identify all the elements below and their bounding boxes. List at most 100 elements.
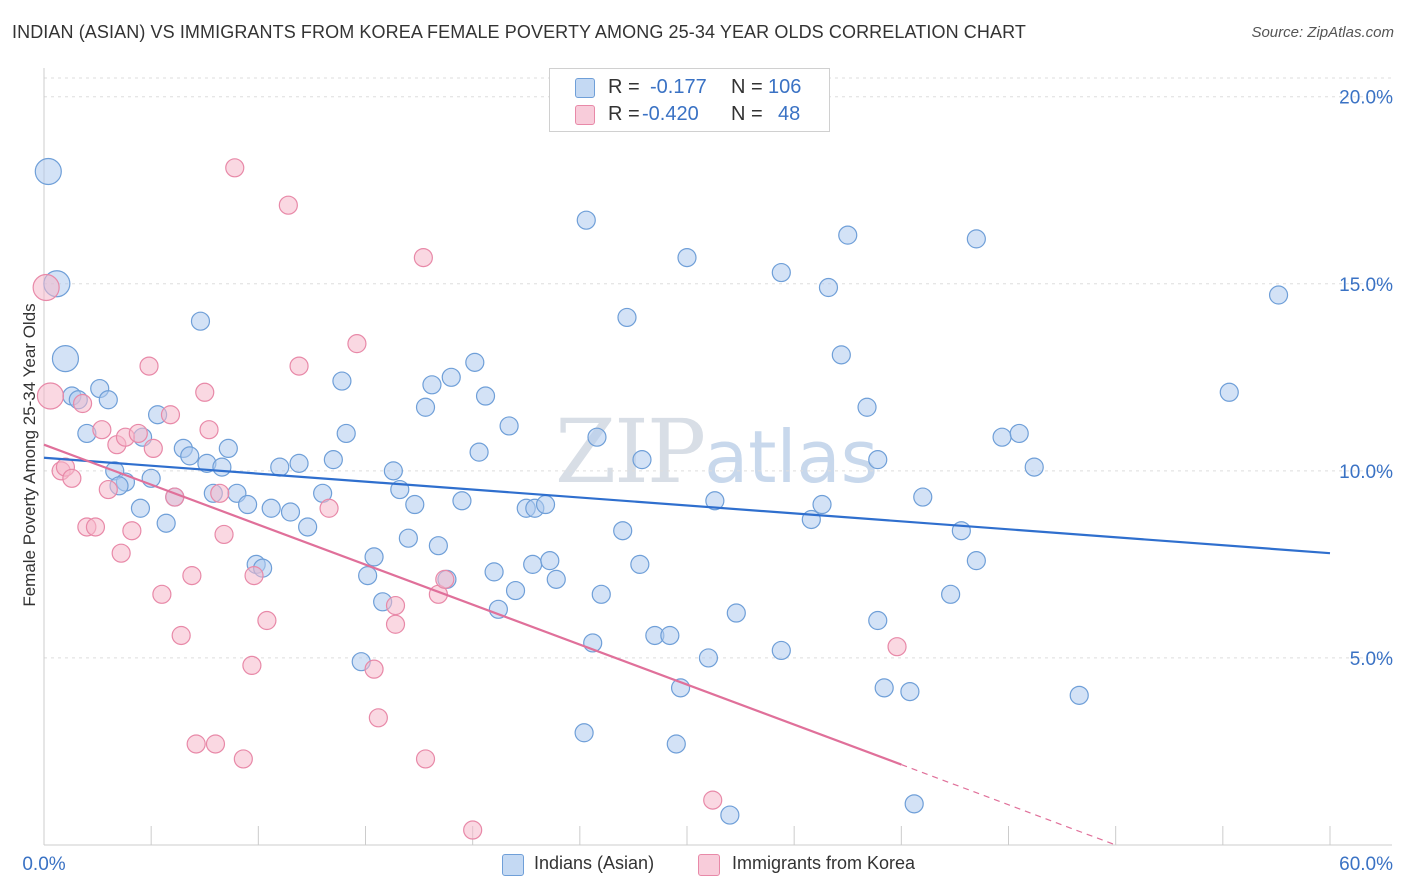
indian-point bbox=[415, 397, 436, 417]
korea-point bbox=[364, 659, 384, 679]
legend-label-indians: Indians (Asian) bbox=[534, 853, 655, 873]
legend-swatch-blue bbox=[502, 854, 524, 876]
indian-point bbox=[499, 416, 519, 436]
korea-point bbox=[703, 790, 723, 810]
indian-point bbox=[771, 262, 791, 283]
indian-point bbox=[941, 584, 961, 604]
n-label: N = bbox=[731, 76, 763, 98]
indian-point bbox=[1069, 685, 1089, 705]
indian-point bbox=[452, 491, 472, 511]
r-value: -0.420 bbox=[642, 103, 699, 125]
indian-point bbox=[574, 723, 594, 743]
korea-point bbox=[413, 247, 433, 268]
indian-point bbox=[812, 494, 832, 515]
korea-point bbox=[139, 356, 159, 376]
indian-point bbox=[51, 345, 80, 373]
indian-point bbox=[465, 352, 485, 372]
korea-point bbox=[92, 420, 112, 440]
korea-point bbox=[278, 195, 298, 215]
indian-point bbox=[280, 502, 301, 522]
indian-point bbox=[857, 397, 877, 417]
korea-point bbox=[368, 708, 388, 728]
indian-point bbox=[405, 494, 425, 515]
korea-point bbox=[72, 393, 93, 414]
indian-point bbox=[660, 625, 680, 646]
indian-point bbox=[630, 554, 650, 574]
korea-point bbox=[887, 637, 907, 657]
indian-point bbox=[771, 640, 791, 661]
x-tick-label: 0.0% bbox=[22, 854, 65, 875]
watermark: ZIPatlas bbox=[555, 400, 878, 503]
indian-point bbox=[212, 457, 232, 477]
indian-point bbox=[484, 562, 504, 582]
korea-point bbox=[98, 479, 118, 500]
legend-label-korea: Immigrants from Korea bbox=[732, 853, 916, 873]
indian-point bbox=[904, 794, 924, 814]
indian-point bbox=[156, 513, 176, 533]
indian-point bbox=[587, 427, 607, 447]
indian-point bbox=[130, 498, 151, 518]
indian-point bbox=[190, 311, 211, 331]
correlation-legend: R = -0.177 N = 106 R = -0.420 N = 48 bbox=[549, 68, 830, 132]
legend-row-korea: R = -0.420 N = 48 bbox=[550, 101, 829, 127]
indian-point bbox=[1268, 285, 1289, 305]
korea-point bbox=[122, 521, 142, 541]
legend-swatch-pink bbox=[575, 105, 595, 125]
indian-point bbox=[98, 390, 118, 410]
indian-point bbox=[720, 805, 740, 825]
korea-point bbox=[214, 524, 234, 545]
indian-point bbox=[218, 438, 238, 459]
indian-point bbox=[540, 551, 560, 571]
indian-point bbox=[992, 427, 1012, 447]
indian-point bbox=[1024, 457, 1044, 477]
y-tick-label: 5.0% bbox=[1350, 649, 1393, 670]
korea-point bbox=[199, 420, 219, 440]
korea-point bbox=[210, 483, 230, 503]
korea-trend-line bbox=[43, 443, 902, 766]
korea-trend-extension bbox=[901, 763, 1116, 846]
legend-row-indians: R = -0.177 N = 106 bbox=[550, 74, 829, 100]
indian-point bbox=[261, 498, 281, 518]
indian-point bbox=[398, 528, 418, 548]
indian-point bbox=[469, 442, 489, 462]
indian-point bbox=[666, 734, 686, 754]
korea-point bbox=[257, 610, 277, 631]
indian-point bbox=[523, 554, 543, 574]
r-label: R = bbox=[608, 76, 640, 98]
indian-point bbox=[270, 457, 290, 477]
korea-point bbox=[205, 734, 226, 754]
watermark-atlas: atlas bbox=[704, 415, 879, 499]
r-label: R = bbox=[608, 103, 640, 125]
indian-point bbox=[613, 521, 633, 541]
indian-point bbox=[289, 453, 309, 473]
n-label: N = bbox=[731, 103, 763, 125]
korea-point bbox=[385, 595, 406, 616]
indian-point bbox=[698, 648, 719, 668]
indian-point bbox=[34, 157, 62, 186]
indian-point bbox=[441, 367, 461, 387]
korea-point bbox=[186, 734, 206, 754]
chart-title: INDIAN (ASIAN) VS IMMIGRANTS FROM KOREA … bbox=[12, 22, 1026, 42]
korea-point bbox=[347, 334, 367, 354]
indian-point bbox=[705, 491, 725, 511]
indian-point bbox=[874, 678, 894, 698]
indian-point bbox=[364, 547, 384, 567]
indian-point bbox=[546, 569, 566, 589]
y-tick-label: 20.0% bbox=[1339, 88, 1393, 109]
korea-point bbox=[143, 438, 163, 459]
korea-point bbox=[463, 820, 483, 840]
legend-swatch-pink bbox=[698, 854, 720, 876]
korea-point bbox=[171, 625, 191, 646]
indian-point bbox=[900, 681, 920, 702]
korea-point bbox=[244, 566, 264, 586]
indian-point bbox=[336, 423, 356, 444]
indian-point bbox=[298, 517, 318, 537]
indian-point bbox=[868, 610, 888, 631]
indian-trend-line bbox=[43, 456, 1331, 555]
indian-point bbox=[422, 375, 442, 395]
indian-point bbox=[428, 536, 448, 556]
korea-point bbox=[32, 273, 60, 302]
korea-point bbox=[36, 382, 65, 410]
korea-point bbox=[319, 498, 339, 518]
